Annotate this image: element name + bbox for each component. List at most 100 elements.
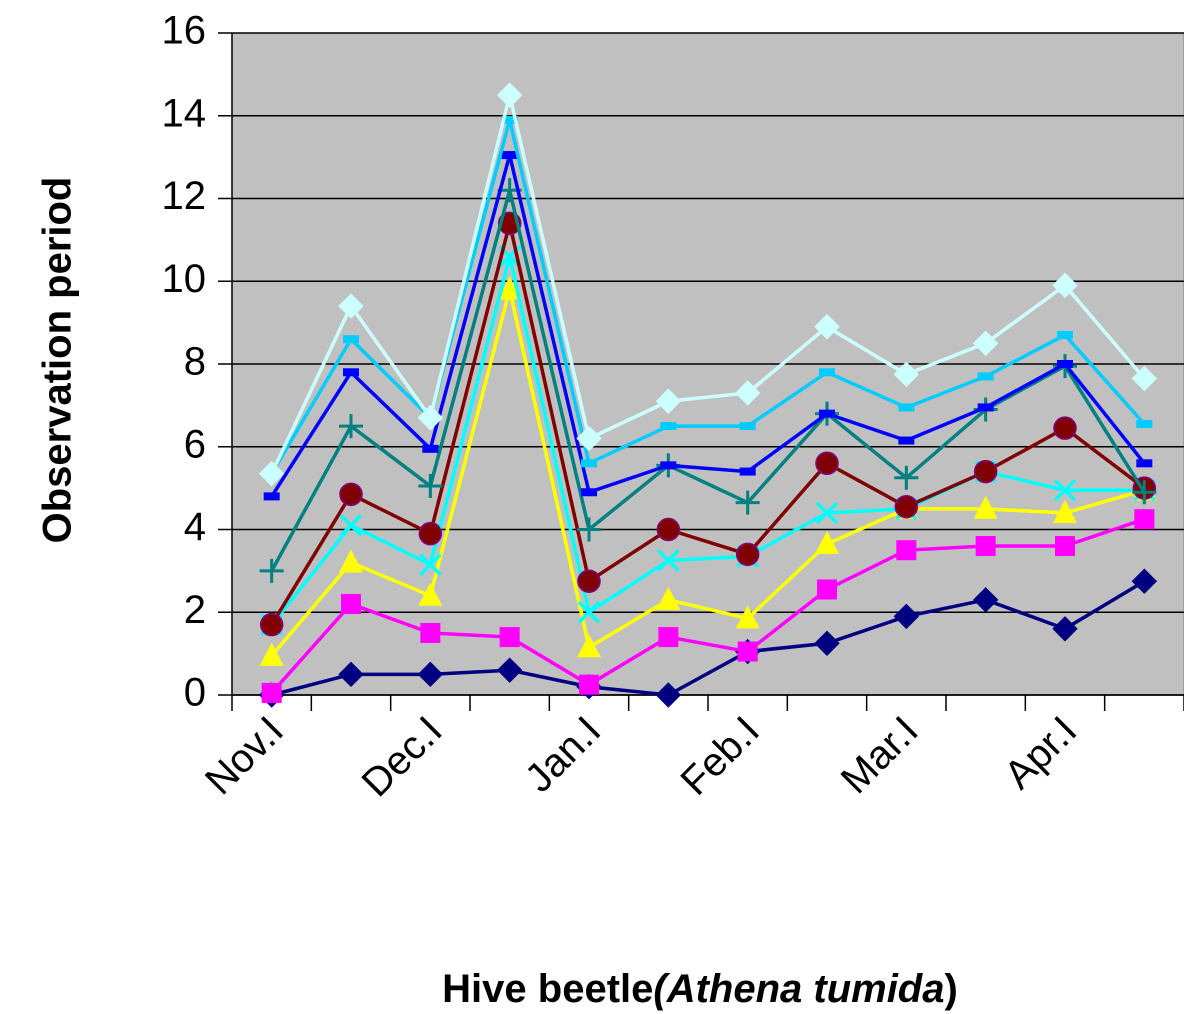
marker xyxy=(977,403,994,412)
marker xyxy=(894,494,919,519)
x-axis-label-part: (Athena tumida xyxy=(653,967,944,1011)
x-tick-label: Nov.I xyxy=(197,708,292,803)
series-line xyxy=(271,579,1146,697)
marker xyxy=(501,115,518,124)
y-tick-label: 8 xyxy=(184,340,206,384)
y-tick-label: 16 xyxy=(162,9,207,53)
marker xyxy=(737,641,758,662)
marker xyxy=(660,422,677,431)
marker xyxy=(1131,568,1158,594)
marker xyxy=(815,501,839,525)
series-line xyxy=(270,517,1145,695)
marker xyxy=(259,642,284,666)
marker xyxy=(339,414,363,439)
marker xyxy=(259,558,284,583)
x-tick-label: Dec.I xyxy=(354,708,451,805)
marker xyxy=(819,368,835,377)
y-tick-label: 12 xyxy=(162,174,207,218)
marker xyxy=(1136,459,1153,468)
marker xyxy=(581,459,597,468)
series-line xyxy=(270,119,1146,475)
marker xyxy=(977,372,994,381)
marker xyxy=(739,467,756,476)
x-axis-label-part: ) xyxy=(945,967,958,1011)
marker xyxy=(1053,499,1077,523)
marker xyxy=(1057,331,1073,340)
marker xyxy=(343,368,359,377)
marker xyxy=(1134,509,1155,530)
marker xyxy=(497,276,522,300)
marker xyxy=(417,405,444,431)
marker xyxy=(1052,272,1078,299)
marker xyxy=(263,492,280,501)
marker xyxy=(1053,416,1077,440)
marker xyxy=(814,314,840,340)
marker xyxy=(893,603,920,630)
marker xyxy=(815,530,839,554)
marker xyxy=(735,605,760,629)
marker xyxy=(417,661,444,688)
marker xyxy=(496,82,523,108)
y-tick-label: 4 xyxy=(184,505,206,549)
x-axis-label: Hive beetle(Athena tumida) xyxy=(442,967,958,1011)
marker xyxy=(343,335,359,344)
marker xyxy=(814,630,840,656)
marker xyxy=(422,444,439,453)
marker xyxy=(975,536,996,557)
marker xyxy=(577,517,601,542)
marker xyxy=(1052,616,1078,642)
marker xyxy=(499,627,520,648)
marker xyxy=(418,474,443,499)
marker xyxy=(973,495,998,519)
marker xyxy=(338,661,364,688)
x-axis-label-part: Hive beetle xyxy=(442,967,653,1011)
marker xyxy=(739,422,756,431)
marker xyxy=(577,601,601,624)
y-tick-label: 2 xyxy=(184,588,206,632)
marker xyxy=(655,388,682,414)
marker xyxy=(581,488,597,497)
marker xyxy=(655,682,682,708)
series-line xyxy=(270,222,1146,626)
marker xyxy=(420,622,441,643)
marker xyxy=(1132,480,1157,505)
series-line xyxy=(270,255,1145,626)
y-tick-label: 0 xyxy=(184,671,206,715)
marker xyxy=(898,436,915,445)
marker xyxy=(501,151,518,160)
marker xyxy=(341,593,361,614)
marker xyxy=(660,461,677,470)
marker xyxy=(1053,478,1077,502)
y-tick-label: 14 xyxy=(162,91,207,135)
marker xyxy=(418,582,443,606)
series-line xyxy=(270,289,1145,657)
marker xyxy=(1057,360,1073,368)
marker xyxy=(894,465,919,490)
marker xyxy=(658,627,679,648)
marker xyxy=(973,459,998,484)
series-line xyxy=(270,94,1146,475)
y-tick-label: 10 xyxy=(162,257,207,301)
x-tick-label: Feb.I xyxy=(672,708,768,804)
x-tick-label: Apr.I xyxy=(996,708,1085,797)
marker xyxy=(657,549,680,572)
marker xyxy=(734,380,761,406)
marker xyxy=(815,451,839,476)
marker xyxy=(817,579,837,600)
marker xyxy=(972,587,999,613)
marker xyxy=(339,549,363,573)
marker xyxy=(338,293,364,319)
marker xyxy=(656,517,681,542)
marker xyxy=(819,409,835,418)
marker xyxy=(735,490,760,515)
marker xyxy=(576,425,602,452)
marker xyxy=(339,514,363,537)
y-axis-label: Observation period xyxy=(36,177,80,544)
marker xyxy=(261,682,282,703)
marker xyxy=(339,482,363,507)
marker xyxy=(896,540,917,561)
marker xyxy=(419,553,442,576)
marker xyxy=(1136,419,1153,428)
marker xyxy=(496,657,523,683)
marker xyxy=(893,361,920,388)
